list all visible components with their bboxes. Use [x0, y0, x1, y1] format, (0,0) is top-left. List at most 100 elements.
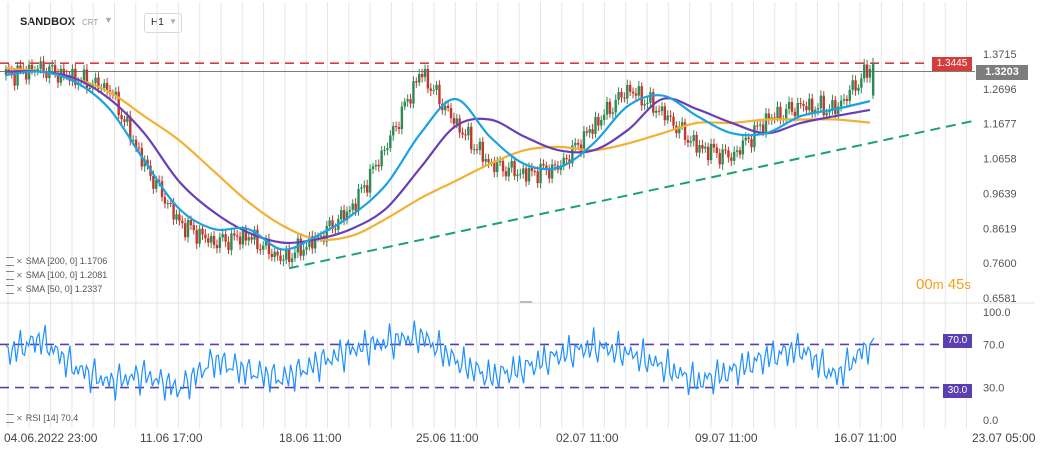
candle-body	[19, 65, 22, 69]
time-axis-tick: 18.06 11:00	[279, 431, 342, 445]
legend-sma100[interactable]: ✕ SMA [100, 0] 1.2081	[6, 270, 107, 281]
candle-body	[588, 129, 591, 133]
close-icon[interactable]: ✕	[16, 257, 23, 266]
rsi-line	[5, 320, 875, 401]
candle-body	[276, 251, 279, 256]
candle-body	[631, 91, 635, 94]
candle-body	[192, 225, 196, 231]
legend-sma50[interactable]: ✕ SMA [50, 0] 1.2337	[6, 284, 102, 295]
candle-body	[643, 104, 646, 106]
candle-body	[524, 168, 528, 182]
close-icon[interactable]: ✕	[16, 285, 23, 294]
candle-body	[614, 99, 617, 113]
candle-body	[761, 124, 765, 133]
candle-body	[605, 101, 609, 115]
candle-body	[822, 95, 825, 116]
settings-icon[interactable]	[6, 271, 14, 281]
rsi-lower-badge: 30.0	[943, 384, 972, 398]
candle-body	[305, 247, 308, 250]
settings-icon[interactable]	[6, 285, 14, 295]
candle-body	[461, 132, 464, 135]
price-axis-tick: 1.1677	[983, 119, 1017, 131]
candle-body	[160, 181, 164, 198]
candle-body	[36, 68, 39, 72]
candle-body	[553, 164, 557, 166]
legend-sma200-label: SMA [200, 0] 1.1706	[25, 256, 108, 266]
candle-body	[7, 68, 11, 72]
candle-body	[56, 73, 60, 83]
candle-body	[594, 116, 597, 134]
candle-body	[126, 116, 129, 122]
candle-body	[735, 150, 739, 152]
candle-body	[53, 65, 57, 74]
price-axis-tick: 0.8619	[983, 223, 1017, 235]
candle-body	[660, 106, 664, 112]
time-axis-tick: 16.07 11:00	[834, 431, 897, 445]
legend-rsi[interactable]: ✕ RSI [14] 70.4	[6, 413, 78, 424]
candle-body	[692, 135, 695, 142]
candle-body	[732, 151, 736, 161]
candle-body	[513, 161, 516, 177]
candle-body	[429, 88, 432, 91]
candle-body	[397, 127, 401, 130]
legend-sma200[interactable]: ✕ SMA [200, 0] 1.1706	[6, 256, 108, 267]
candle-body	[597, 116, 600, 126]
candle-body	[169, 203, 172, 205]
close-icon[interactable]: ✕	[16, 271, 23, 280]
candle-body	[591, 129, 594, 134]
candle-body	[747, 137, 750, 140]
candle-body	[157, 180, 161, 182]
price-axis-tick: 1.2696	[983, 84, 1017, 96]
candle-body	[519, 173, 522, 175]
price-axis-tick: 0.9639	[983, 188, 1017, 200]
candle-body	[602, 114, 606, 121]
settings-icon[interactable]	[6, 257, 14, 267]
candle-body	[536, 171, 539, 184]
candle-body	[839, 100, 843, 107]
candle-body	[548, 169, 551, 179]
candle-body	[313, 237, 317, 249]
candle-body	[316, 236, 320, 238]
candle-body	[282, 259, 285, 261]
candle-body	[212, 235, 216, 245]
candle-body	[779, 106, 782, 120]
candle-body	[259, 249, 262, 251]
candle-body	[339, 210, 343, 220]
candle-body	[487, 158, 490, 163]
candle-body	[74, 68, 77, 86]
candle-body	[533, 171, 537, 173]
candle-body	[704, 146, 707, 149]
candle-body	[496, 162, 499, 173]
candle-body	[527, 167, 531, 182]
candle-body	[270, 254, 274, 257]
candle-body	[669, 115, 672, 117]
time-axis-tick: 02.07 11:00	[556, 431, 619, 445]
candle-body	[545, 165, 548, 170]
symbol-dropdown-icon[interactable]: ▼	[104, 15, 113, 25]
time-axis-tick: 25.06 11:00	[416, 431, 479, 445]
candle-body	[464, 134, 467, 136]
candle-body	[123, 119, 126, 122]
candle-body	[498, 160, 502, 163]
candle-body	[241, 229, 245, 245]
symbol-type: CRT	[82, 18, 99, 27]
trendline	[288, 120, 973, 270]
close-icon[interactable]: ✕	[16, 414, 23, 423]
candle-body	[238, 236, 242, 245]
rsi-axis-tick: 0.0	[983, 415, 998, 427]
candle-body	[816, 108, 820, 110]
candle-body	[776, 106, 779, 119]
settings-icon[interactable]	[6, 414, 14, 424]
candle-body	[640, 86, 643, 106]
candle-body	[467, 126, 470, 136]
candle-body	[117, 91, 120, 116]
candle-body	[348, 209, 352, 212]
candle-body	[683, 122, 687, 141]
candle-body	[715, 147, 719, 153]
symbol-name[interactable]: SANDBOX	[20, 16, 76, 28]
candle-body	[354, 203, 357, 211]
candle-body	[802, 104, 805, 107]
candle-body	[865, 64, 869, 78]
candle-body	[183, 223, 187, 238]
